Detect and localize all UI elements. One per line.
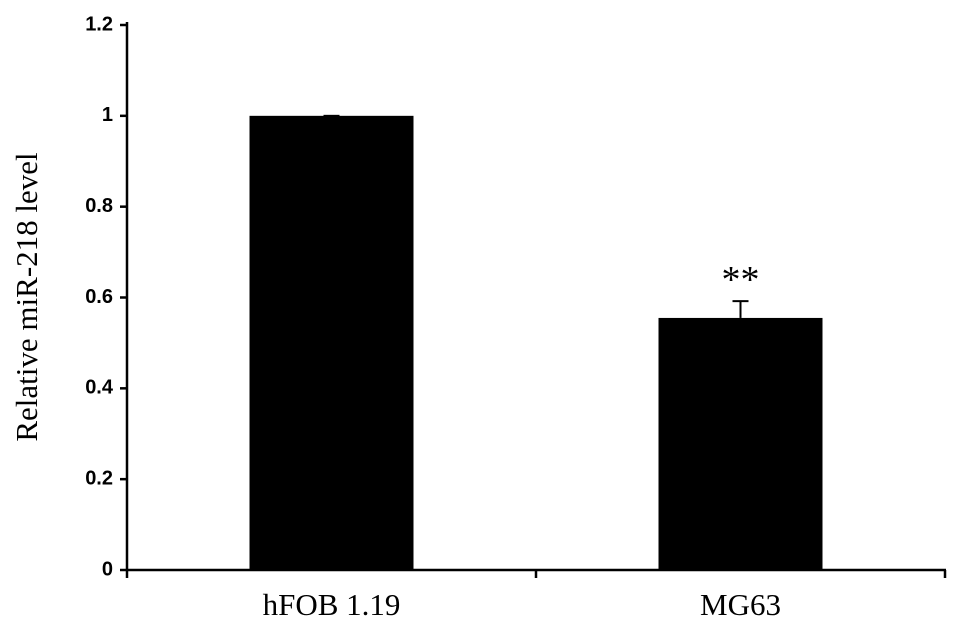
bar xyxy=(658,317,823,570)
y-tick-label: 0.8 xyxy=(85,195,113,217)
significance-label: ** xyxy=(722,259,760,301)
y-axis-label: Relative miR-218 level xyxy=(9,152,44,441)
x-tick-label: MG63 xyxy=(700,587,781,622)
y-tick-label: 1 xyxy=(102,104,113,126)
y-tick-label: 1.2 xyxy=(85,13,113,35)
bar xyxy=(249,115,414,570)
y-tick-label: 0.4 xyxy=(85,377,114,399)
x-tick-label: hFOB 1.19 xyxy=(263,587,401,622)
y-tick-label: 0.2 xyxy=(85,467,113,489)
y-tick-label: 0.6 xyxy=(85,286,113,308)
y-tick-label: 0 xyxy=(102,558,113,580)
